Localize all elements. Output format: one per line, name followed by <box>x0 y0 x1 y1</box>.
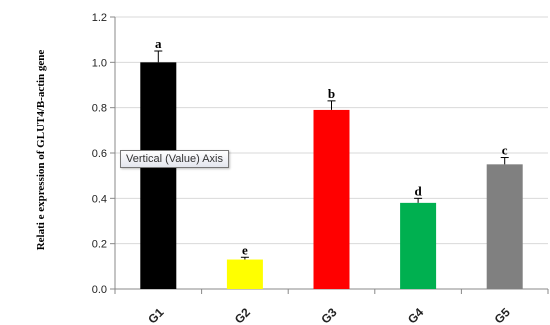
bar-g4[interactable] <box>400 202 437 289</box>
x-tick-label: G3 <box>318 305 339 325</box>
y-tick-label: 0.8 <box>92 103 107 115</box>
x-tick-label: G1 <box>145 305 166 325</box>
bar-g5[interactable] <box>486 164 523 289</box>
y-tick-label: 0.4 <box>92 193 107 205</box>
bar-g3[interactable] <box>313 109 350 289</box>
y-tick-label: 1.2 <box>92 12 107 24</box>
y-tick-label: 0.6 <box>92 148 107 160</box>
significance-letter: b <box>328 86 335 101</box>
y-tick-label: 0.0 <box>92 284 107 296</box>
x-tick-label: G2 <box>232 305 253 325</box>
significance-letter: d <box>414 183 422 198</box>
significance-letter: a <box>155 36 162 51</box>
y-tick-label: 0.2 <box>92 239 107 251</box>
significance-letter: e <box>242 242 248 257</box>
y-axis-title: Relati e expression of GLUT4/B-actin gen… <box>35 50 47 251</box>
bar-g1[interactable] <box>140 62 177 290</box>
axis-tooltip: Vertical (Value) Axis <box>120 150 230 168</box>
y-tick-label: 1.0 <box>92 57 107 69</box>
x-tick-label: G5 <box>492 305 513 325</box>
bar-g2[interactable] <box>226 259 263 289</box>
labels: 0.0 0.2 0.4 0.6 0.8 1.0 1.2 a G1 e G2 b G3 d G4 c G5 <box>92 12 513 325</box>
bars <box>140 50 523 290</box>
significance-letter: c <box>502 143 508 158</box>
x-tick-label: G4 <box>405 305 426 325</box>
